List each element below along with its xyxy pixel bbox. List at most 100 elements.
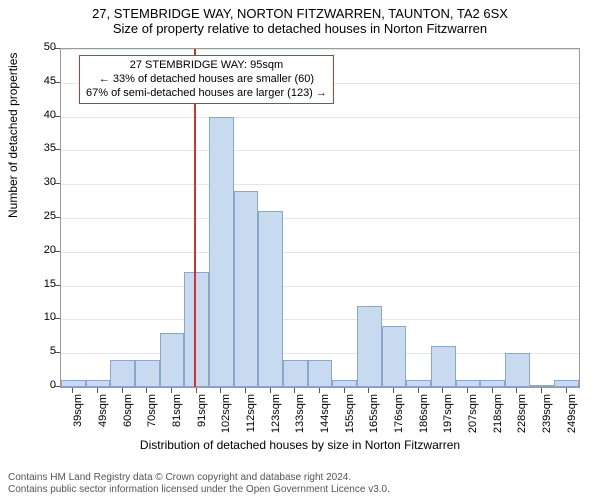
y-tick-label: 0 — [26, 379, 56, 391]
annotation-line: 67% of semi-detached houses are larger (… — [86, 87, 327, 101]
x-tick-label: 70sqm — [146, 394, 158, 438]
x-tick-label: 218sqm — [492, 394, 504, 438]
histogram-bar — [283, 360, 308, 387]
y-tick-label: 25 — [26, 210, 56, 222]
y-tick-mark — [55, 217, 60, 218]
footer-line-2: Contains public sector information licen… — [8, 484, 390, 496]
histogram-bar — [431, 346, 456, 387]
x-tick-mark — [146, 388, 147, 393]
chart-title-address: 27, STEMBRIDGE WAY, NORTON FITZWARREN, T… — [0, 0, 600, 21]
x-tick-label: 207sqm — [467, 394, 479, 438]
x-tick-label: 123sqm — [270, 394, 282, 438]
x-tick-label: 239sqm — [541, 394, 553, 438]
x-tick-label: 176sqm — [393, 394, 405, 438]
x-tick-mark — [245, 388, 246, 393]
x-tick-label: 60sqm — [122, 394, 134, 438]
x-tick-mark — [492, 388, 493, 393]
histogram-bar — [135, 360, 160, 387]
annotation-box: 27 STEMBRIDGE WAY: 95sqm← 33% of detache… — [79, 55, 334, 104]
x-tick-label: 91sqm — [196, 394, 208, 438]
y-tick-mark — [55, 352, 60, 353]
x-tick-mark — [220, 388, 221, 393]
y-tick-mark — [55, 116, 60, 117]
histogram-bar — [308, 360, 333, 387]
x-tick-mark — [541, 388, 542, 393]
grid-line — [61, 150, 579, 151]
histogram-bar — [530, 385, 555, 387]
x-tick-mark — [319, 388, 320, 393]
x-tick-mark — [122, 388, 123, 393]
x-tick-label: 102sqm — [220, 394, 232, 438]
histogram-bar — [554, 380, 579, 387]
x-tick-label: 39sqm — [72, 394, 84, 438]
y-tick-mark — [55, 48, 60, 49]
histogram-bar — [258, 211, 283, 387]
histogram-bar — [234, 191, 259, 387]
x-tick-label: 249sqm — [566, 394, 578, 438]
x-tick-mark — [72, 388, 73, 393]
y-tick-label: 30 — [26, 176, 56, 188]
x-tick-mark — [566, 388, 567, 393]
y-tick-label: 40 — [26, 109, 56, 121]
grid-line — [61, 49, 579, 50]
x-tick-label: 186sqm — [418, 394, 430, 438]
chart-subtitle: Size of property relative to detached ho… — [0, 21, 600, 36]
y-tick-mark — [55, 285, 60, 286]
grid-line — [61, 184, 579, 185]
grid-line — [61, 252, 579, 253]
histogram-bar — [456, 380, 481, 387]
histogram-bar — [505, 353, 530, 387]
x-tick-label: 228sqm — [516, 394, 528, 438]
x-tick-label: 155sqm — [344, 394, 356, 438]
y-tick-mark — [55, 149, 60, 150]
attribution-footer: Contains HM Land Registry data © Crown c… — [8, 472, 390, 496]
x-tick-mark — [418, 388, 419, 393]
x-tick-mark — [393, 388, 394, 393]
grid-line — [61, 218, 579, 219]
histogram-bar — [61, 380, 86, 387]
histogram-bar — [406, 380, 431, 387]
annotation-line: ← 33% of detached houses are smaller (60… — [86, 73, 327, 87]
y-tick-label: 45 — [26, 75, 56, 87]
x-tick-label: 165sqm — [368, 394, 380, 438]
x-tick-mark — [270, 388, 271, 393]
x-tick-mark — [171, 388, 172, 393]
histogram-bar — [86, 380, 111, 387]
plot-area: 27 STEMBRIDGE WAY: 95sqm← 33% of detache… — [60, 48, 580, 388]
grid-line — [61, 353, 579, 354]
x-tick-label: 81sqm — [171, 394, 183, 438]
histogram-bar — [332, 380, 357, 387]
y-tick-label: 35 — [26, 142, 56, 154]
y-tick-label: 50 — [26, 41, 56, 53]
x-tick-mark — [196, 388, 197, 393]
footer-line-1: Contains HM Land Registry data © Crown c… — [8, 472, 390, 484]
x-tick-label: 133sqm — [294, 394, 306, 438]
x-tick-mark — [294, 388, 295, 393]
y-tick-mark — [55, 183, 60, 184]
histogram-bar — [382, 326, 407, 387]
y-tick-label: 5 — [26, 345, 56, 357]
x-tick-mark — [467, 388, 468, 393]
histogram-bar — [184, 272, 209, 387]
x-tick-mark — [97, 388, 98, 393]
x-tick-label: 112sqm — [245, 394, 257, 438]
annotation-line: 27 STEMBRIDGE WAY: 95sqm — [86, 59, 327, 73]
y-tick-mark — [55, 82, 60, 83]
y-tick-label: 15 — [26, 278, 56, 290]
y-axis-label: Number of detached properties — [6, 53, 20, 218]
histogram-bar — [357, 306, 382, 387]
y-tick-mark — [55, 386, 60, 387]
x-tick-mark — [368, 388, 369, 393]
x-axis-label: Distribution of detached houses by size … — [0, 438, 600, 452]
histogram-bar — [480, 380, 505, 387]
x-tick-mark — [344, 388, 345, 393]
histogram-bar — [110, 360, 135, 387]
y-tick-mark — [55, 318, 60, 319]
grid-line — [61, 286, 579, 287]
histogram-bar — [209, 117, 234, 387]
x-tick-label: 144sqm — [319, 394, 331, 438]
grid-line — [61, 319, 579, 320]
grid-line — [61, 117, 579, 118]
x-tick-mark — [516, 388, 517, 393]
y-tick-mark — [55, 251, 60, 252]
